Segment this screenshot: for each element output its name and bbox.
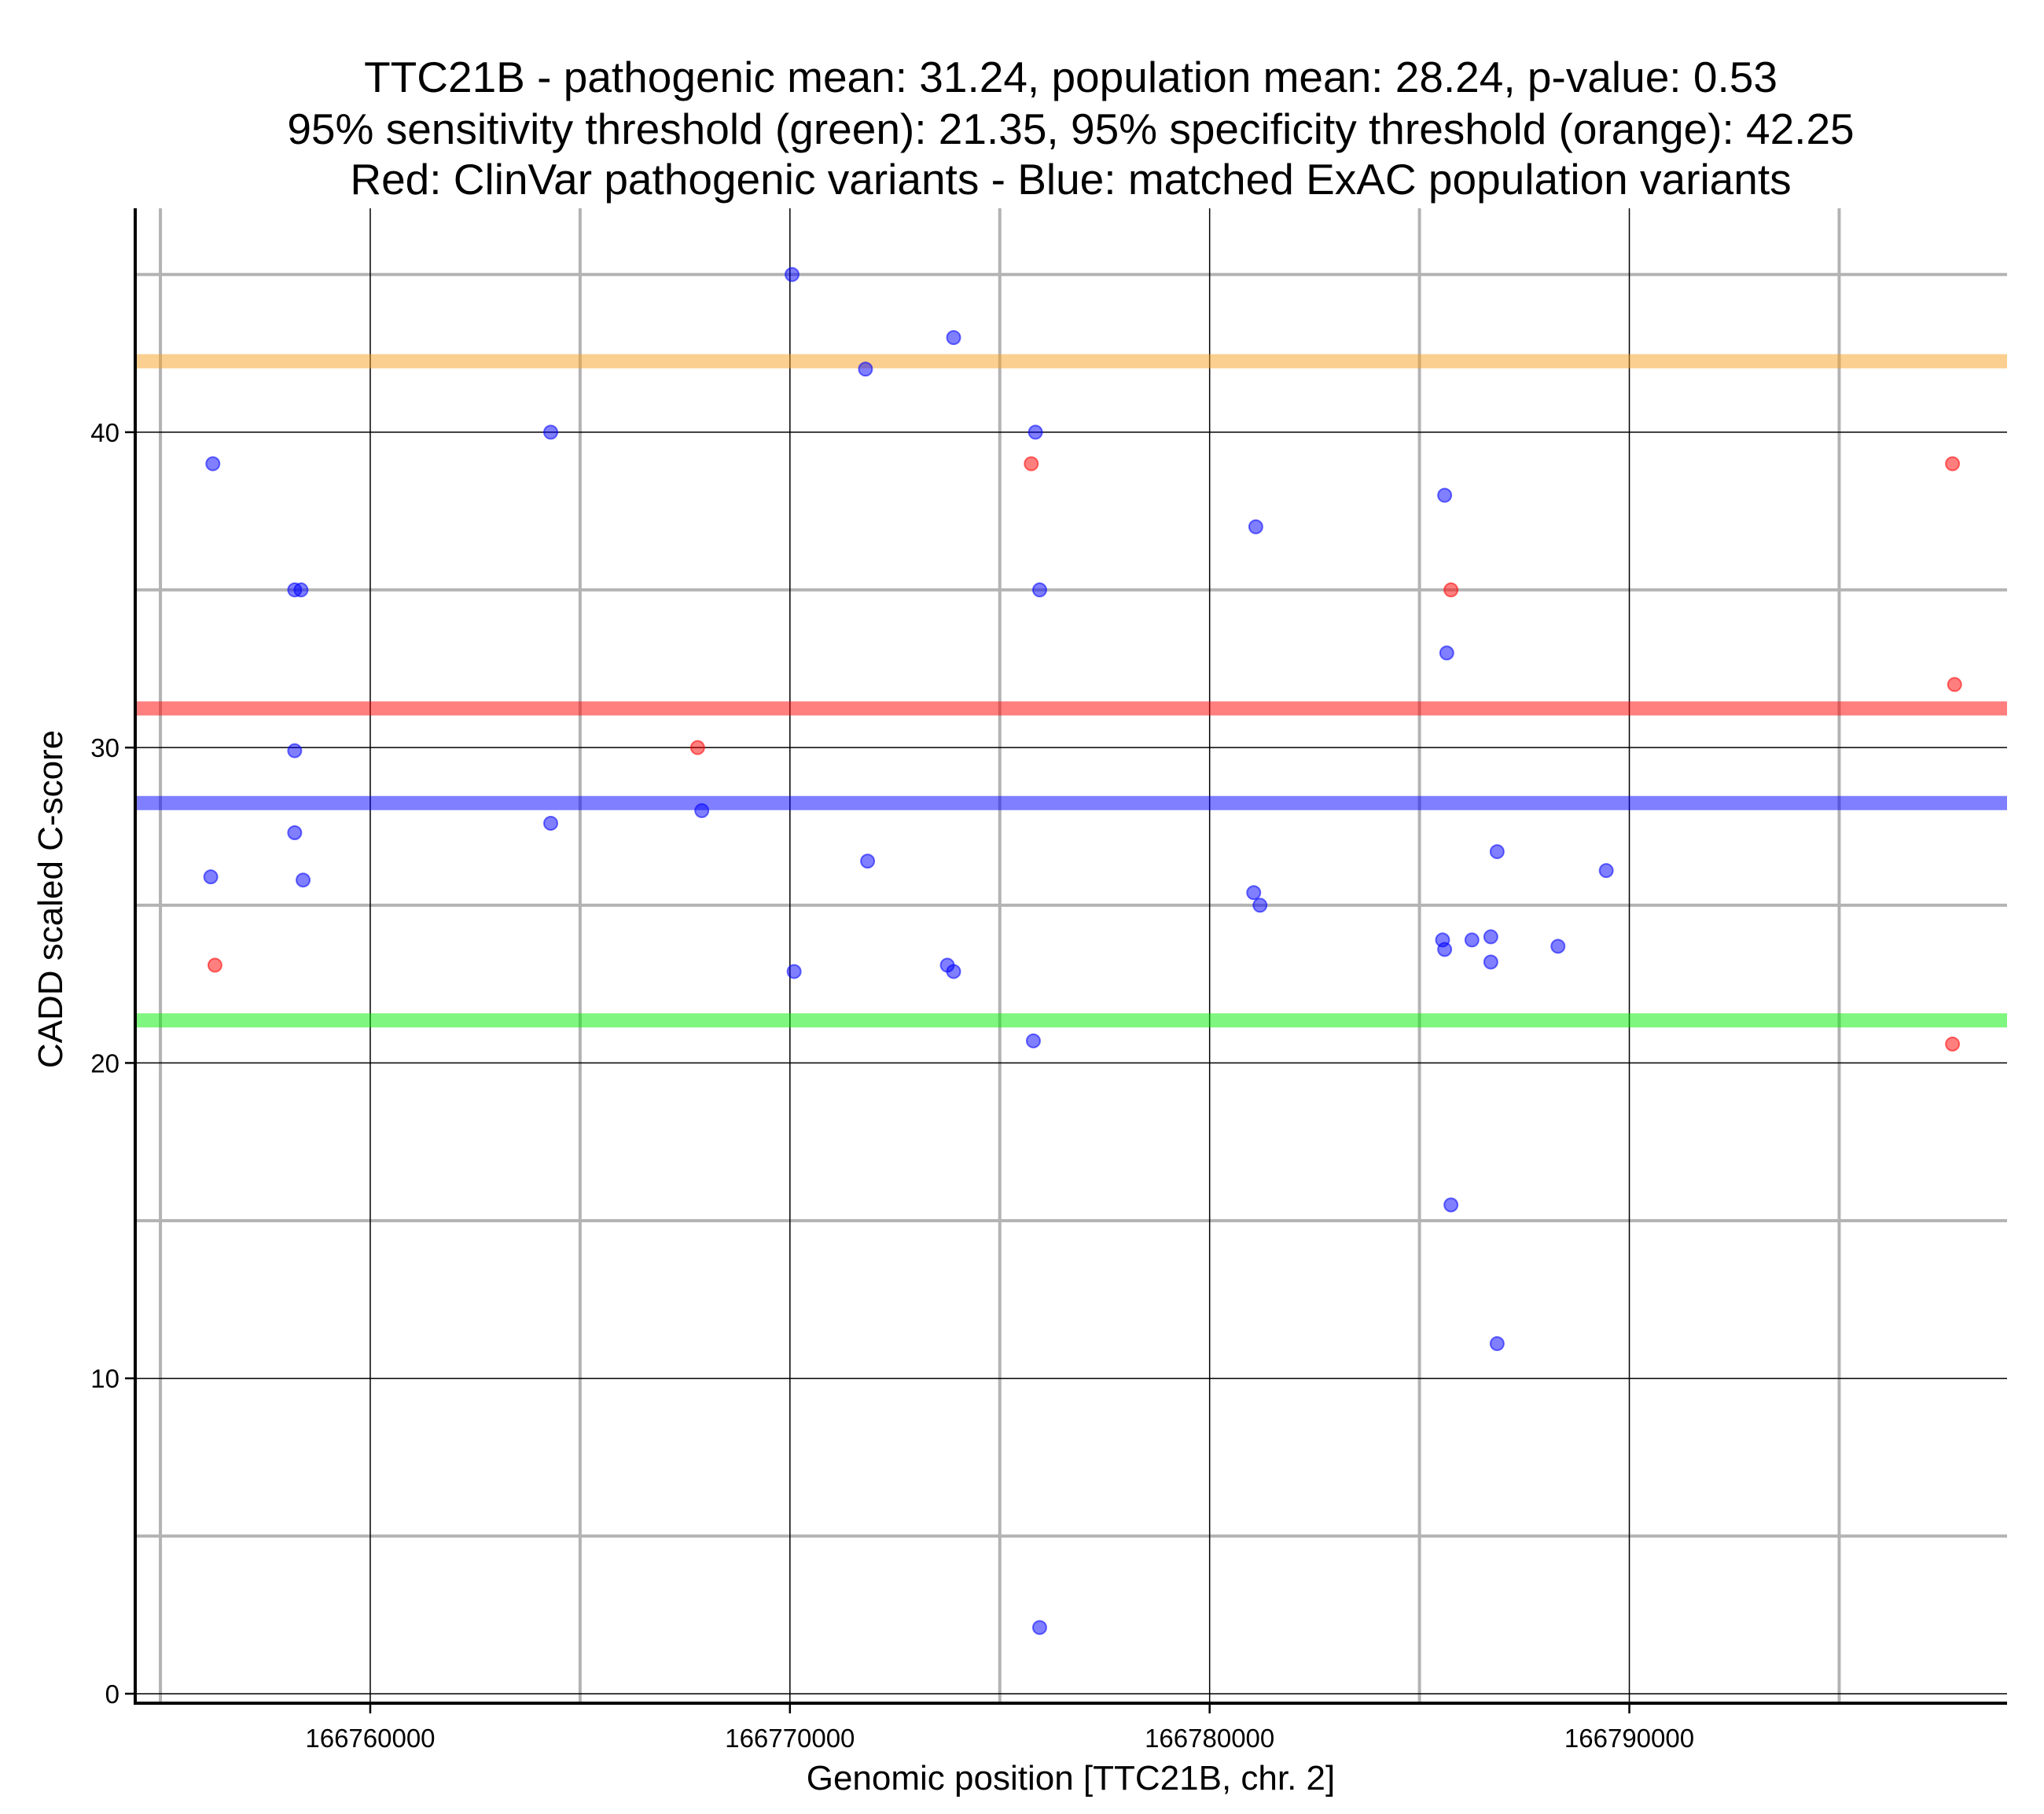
population-point bbox=[1483, 954, 1498, 970]
population-point bbox=[1028, 424, 1043, 440]
y-tick-label: 0 bbox=[105, 1680, 119, 1709]
population-point bbox=[694, 802, 710, 818]
chart-title-line-3: Red: ClinVar pathogenic variants - Blue:… bbox=[350, 155, 1791, 204]
pathogenic-point bbox=[1024, 456, 1039, 472]
tick-labels: 166760000 166770000 166780000 166790000 0 10 2… bbox=[90, 418, 1694, 1753]
population-point bbox=[1439, 645, 1454, 661]
y-tick-label: 10 bbox=[90, 1364, 119, 1394]
population-point bbox=[1031, 1620, 1047, 1636]
data-points bbox=[203, 266, 1962, 1636]
population-point bbox=[1443, 1197, 1459, 1213]
pathogenic-point bbox=[207, 957, 222, 973]
population-point bbox=[1252, 898, 1268, 913]
pathogenic-point bbox=[1947, 677, 1962, 692]
population-point bbox=[1246, 885, 1262, 901]
pathogenic-point bbox=[1945, 456, 1961, 472]
population-point bbox=[543, 424, 559, 440]
population-point bbox=[296, 872, 311, 888]
population-point bbox=[1025, 1033, 1041, 1048]
population-point bbox=[1464, 932, 1480, 948]
x-axis-title: Genomic position [TTC21B, chr. 2] bbox=[807, 1759, 1336, 1797]
y-tick-label: 20 bbox=[90, 1048, 119, 1078]
population-point bbox=[1437, 487, 1453, 503]
x-tick-label: 166760000 bbox=[305, 1724, 435, 1753]
x-tick-label: 166780000 bbox=[1145, 1724, 1274, 1753]
x-tick-label: 166790000 bbox=[1564, 1724, 1694, 1753]
y-tick-label: 30 bbox=[90, 733, 119, 762]
chart-title: TTC21B - pathogenic mean: 31.24, populat… bbox=[287, 53, 1854, 204]
population-point bbox=[205, 456, 221, 472]
population-point bbox=[1483, 929, 1498, 945]
y-tick-label: 40 bbox=[90, 418, 119, 447]
x-tick-label: 166770000 bbox=[725, 1724, 855, 1753]
population-point bbox=[203, 869, 219, 885]
population-point bbox=[858, 362, 873, 377]
axes bbox=[125, 208, 2007, 1713]
population-point bbox=[1550, 938, 1566, 954]
population-point bbox=[946, 964, 961, 979]
population-point bbox=[784, 266, 800, 282]
population-point bbox=[946, 330, 961, 346]
chart-title-line-1: TTC21B - pathogenic mean: 31.24, populat… bbox=[364, 53, 1777, 101]
population-point bbox=[786, 964, 802, 979]
population-point bbox=[543, 815, 559, 831]
population-point bbox=[860, 854, 876, 869]
chart-title-line-2: 95% sensitivity threshold (green): 21.35… bbox=[287, 105, 1854, 153]
population-point bbox=[1031, 582, 1047, 598]
population-point bbox=[287, 825, 303, 841]
population-point bbox=[287, 743, 303, 758]
population-point bbox=[1489, 844, 1505, 860]
pathogenic-point bbox=[1945, 1036, 1961, 1052]
threshold-lines bbox=[135, 354, 2007, 1028]
grid bbox=[135, 208, 2007, 1703]
population-point bbox=[1598, 863, 1614, 879]
pathogenic-point bbox=[689, 740, 705, 755]
y-axis-title: CADD scaled C-score bbox=[31, 730, 70, 1068]
population-point bbox=[293, 582, 309, 598]
population-point bbox=[1437, 942, 1453, 957]
population-point bbox=[1489, 1336, 1505, 1352]
pathogenic-point bbox=[1443, 582, 1459, 598]
population-point bbox=[1248, 519, 1263, 534]
